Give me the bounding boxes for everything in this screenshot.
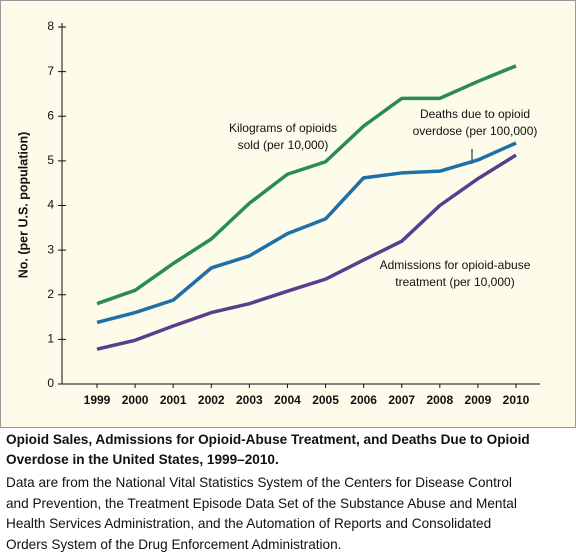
x-tick-label: 2006: [350, 393, 377, 407]
x-tick-label: 2007: [388, 393, 415, 407]
y-tick-label: 7: [47, 64, 54, 78]
x-tick-label: 2002: [198, 393, 225, 407]
x-tick-label: 2009: [465, 393, 492, 407]
series-label: Deaths due to opioid: [420, 107, 530, 121]
y-tick-label: 0: [47, 376, 54, 390]
x-tick-label: 2010: [503, 393, 530, 407]
y-tick-label: 4: [47, 198, 54, 212]
series-label: overdose (per 100,000): [413, 124, 538, 138]
y-tick-label: 1: [47, 332, 54, 346]
cap-title: Opioid Sales, Admissions for Opioid-Abus…: [6, 432, 530, 447]
x-tick-label: 2005: [312, 393, 339, 407]
x-tick-label: 2008: [426, 393, 453, 407]
x-tick-label: 2001: [160, 393, 187, 407]
y-axis-label: No. (per U.S. population): [16, 132, 30, 279]
chart-background: [0, 0, 576, 428]
series-line: [96, 64, 517, 306]
chart: No. (per U.S. population) 0 1 2 3 4 5 6 7 8 1999 2…: [0, 0, 576, 428]
cap-body: Data are from the National Vital Statist…: [6, 475, 512, 490]
cap-body: Orders System of the Drug Enforcement Ad…: [6, 536, 342, 552]
series-label: treatment (per 10,000): [395, 275, 514, 289]
cap-body: Health Services Administration, and the …: [6, 516, 492, 531]
y-tick-label: 8: [47, 19, 54, 33]
y-tick-label: 3: [47, 242, 54, 256]
x-tick-label: 1999: [84, 393, 111, 407]
x-tick-label: 2003: [236, 393, 263, 407]
y-tick-label: 5: [47, 153, 54, 167]
x-tick-label: 2004: [274, 393, 301, 407]
cap-body: and Prevention, the Treatment Episode Da…: [6, 495, 517, 511]
series-line: [96, 153, 517, 351]
y-tick-label: 2: [47, 287, 54, 301]
series-label: Admissions for opioid-abuse: [380, 258, 531, 272]
series-label: Kilograms of opioids: [229, 121, 337, 135]
series-line: [96, 141, 517, 325]
y-tick-label: 6: [47, 108, 54, 122]
series-label: sold (per 10,000): [238, 138, 329, 152]
x-tick-label: 2000: [122, 393, 149, 407]
cap-title: Overdose in the United States, 1999–2010…: [6, 452, 279, 467]
